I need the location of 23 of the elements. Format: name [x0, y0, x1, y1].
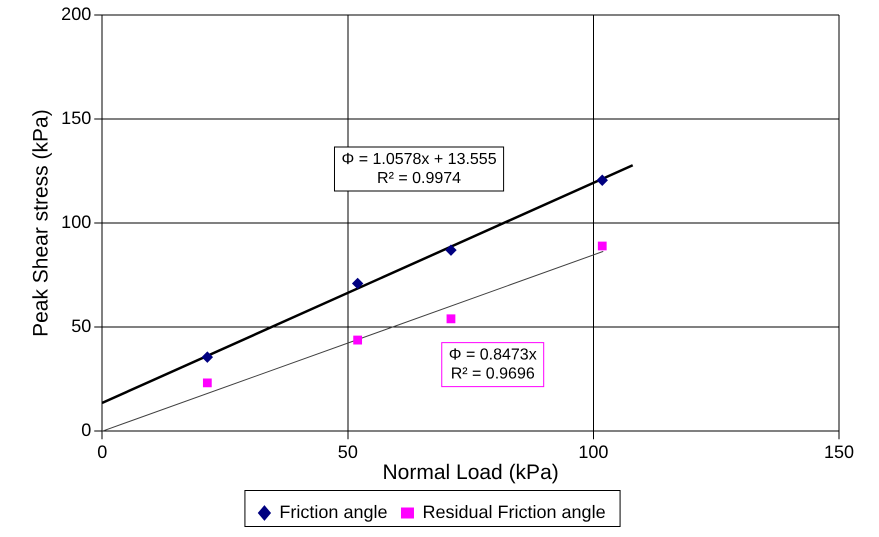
point: [353, 336, 362, 344]
point: [202, 378, 212, 388]
point: [352, 278, 364, 289]
annotation: Φ = 0.8473x R² = 0.9696: [448, 346, 537, 383]
legend-label: Residual Friction angle: [422, 502, 606, 522]
y-tick-label: 200: [61, 4, 92, 24]
x-axis-title: Normal Load (kPa): [382, 461, 559, 484]
x-tick-label: 0: [97, 442, 108, 462]
point: [445, 244, 456, 256]
y-tick-label: 150: [61, 108, 92, 128]
y-tick-label: 0: [81, 420, 92, 440]
point: [596, 174, 608, 186]
point: [598, 242, 607, 250]
y-tick-label: 100: [61, 212, 92, 232]
point: [446, 314, 456, 324]
annotation: Φ = 1.0578x + 13.555 R² = 0.9974: [341, 150, 497, 187]
x-tick-label: 150: [824, 442, 854, 462]
y-tick-label: 50: [71, 316, 92, 336]
x-tick-label: 50: [338, 442, 358, 462]
point: [202, 352, 213, 363]
x-tick-label: 100: [578, 442, 608, 462]
legend-label: Friction angle: [279, 502, 388, 522]
y-axis-title: Peak Shear stress (kPa): [29, 109, 52, 337]
